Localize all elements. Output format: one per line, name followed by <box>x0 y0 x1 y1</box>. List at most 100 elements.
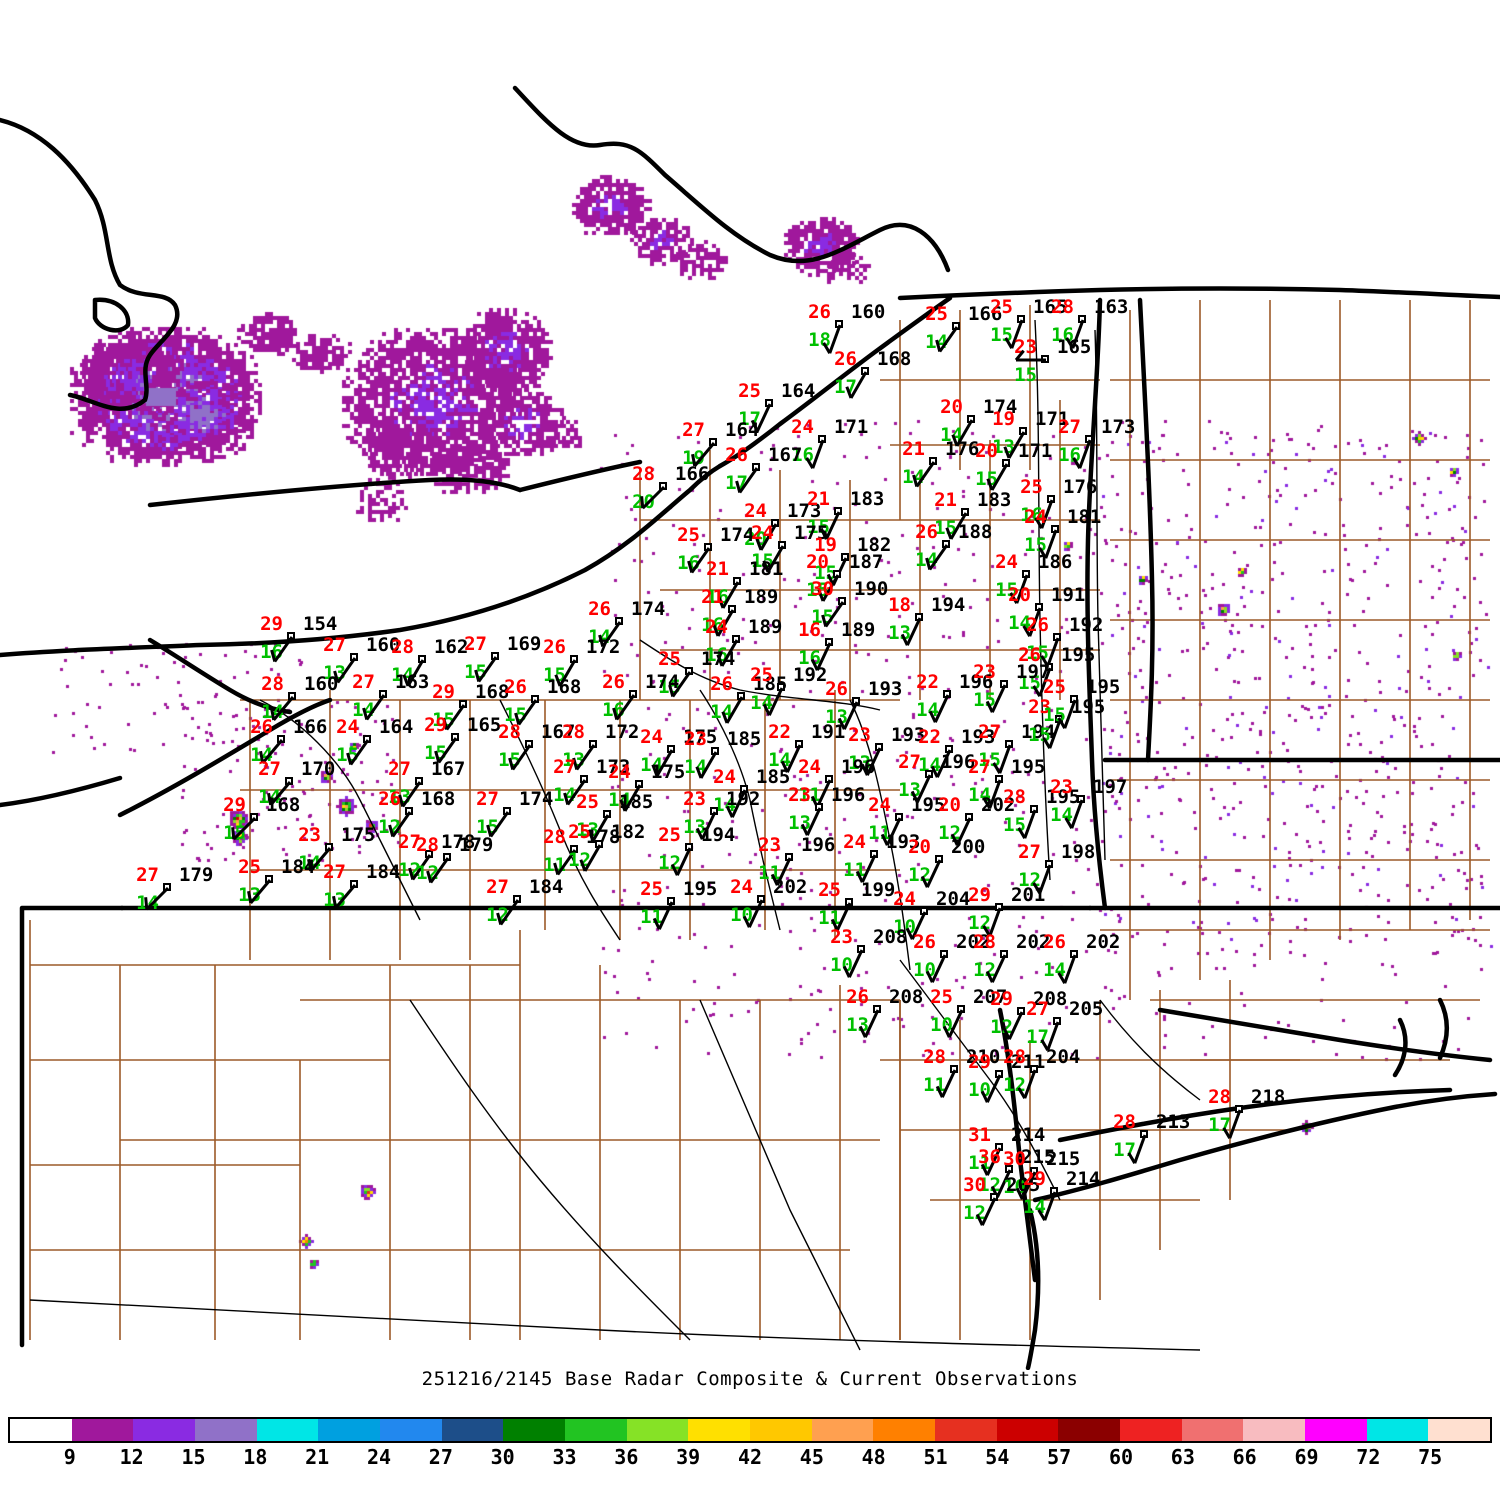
station-dewpoint: 16 <box>706 586 729 608</box>
station-pressure: 182 <box>857 534 892 556</box>
station-pressure: 197 <box>1016 661 1051 683</box>
colorbar-tick-label: 9 <box>63 1445 76 1469</box>
station-pressure: 168 <box>421 788 456 810</box>
wind-barb <box>1003 431 1026 459</box>
station-temperature: 24 <box>744 500 767 522</box>
colorbar-swatch <box>133 1419 196 1441</box>
station-pressure: 196 <box>831 784 866 806</box>
station-pressure: 168 <box>475 681 510 703</box>
colorbar-swatch <box>565 1419 627 1441</box>
station-temperature: 27 <box>968 756 991 778</box>
station-temperature: 26 <box>725 444 748 466</box>
station-pressure: 176 <box>945 438 980 460</box>
wind-barb <box>982 779 1002 809</box>
wind-barb <box>563 779 587 806</box>
wind-barb <box>810 642 832 671</box>
map-area[interactable]: 2618160251416625151652816163261716823151… <box>0 0 1500 1370</box>
station-dewpoint: 15 <box>543 664 566 686</box>
wind-barb <box>270 636 294 663</box>
station-pressure: 190 <box>854 578 889 600</box>
wind-barb <box>992 744 1012 774</box>
wind-barb <box>402 659 425 687</box>
wind-barb <box>619 784 642 812</box>
colorbar-swatch <box>503 1419 566 1441</box>
wind-barb <box>1032 864 1052 894</box>
station-pressure: 195 <box>1071 696 1106 718</box>
station-temperature: 27 <box>1018 841 1041 863</box>
wind-barb <box>750 403 772 432</box>
station-temperature: 21 <box>701 586 724 608</box>
station-pressure: 168 <box>266 794 301 816</box>
station-temperature: 22 <box>768 721 791 743</box>
colorbar-labels: 9 12 15 18 21 24 27 30 33 36 39 42 45 48 51 54 57 60 63 66 6… <box>8 1443 1492 1473</box>
station-pressure: 183 <box>850 488 885 510</box>
colorbar-tick-label: 63 <box>1170 1445 1195 1469</box>
wind-barb <box>742 899 764 928</box>
colorbar-swatch <box>1120 1419 1182 1441</box>
station-pressure: 167 <box>541 721 576 743</box>
wind-barb <box>1040 1021 1060 1051</box>
station-pressure: 173 <box>787 500 822 522</box>
wind-barb <box>1014 349 1046 362</box>
station-dewpoint: 20 <box>744 528 767 550</box>
wind-barb <box>858 1009 880 1038</box>
station-pressure: 194 <box>701 824 736 846</box>
station-pressure: 215 <box>1021 1146 1056 1168</box>
wind-barb <box>612 694 636 721</box>
wind-barb <box>985 684 1007 713</box>
station-temperature: 24 <box>798 756 821 778</box>
wind-barb <box>930 749 952 778</box>
station-temperature: 29 <box>260 613 283 635</box>
station-temperature: 27 <box>352 671 375 693</box>
colorbar-tick-label: 60 <box>1108 1445 1134 1469</box>
station-temperature: 19 <box>992 408 1015 430</box>
station-pressure: 166 <box>293 716 328 738</box>
station-pressure: 174 <box>720 524 755 546</box>
wind-barb <box>721 696 744 724</box>
station-temperature: 26 <box>1026 614 1049 636</box>
wind-barb <box>695 811 717 840</box>
station-temperature: 29 <box>1023 1168 1046 1190</box>
colorbar-tick-label: 42 <box>737 1445 763 1469</box>
wind-barb <box>951 419 974 447</box>
station-temperature: 28 <box>543 826 566 848</box>
wind-barb <box>982 907 1002 937</box>
wind-barb <box>1037 1191 1057 1221</box>
wind-barb <box>1038 529 1058 559</box>
station-temperature: 26 <box>710 673 733 695</box>
wind-barb <box>1032 667 1052 697</box>
wind-barb <box>830 902 852 931</box>
station-pressure: 192 <box>793 664 828 686</box>
colorbar-swatch <box>195 1419 257 1441</box>
station-temperature: 30 <box>963 1174 986 1196</box>
station-temperature: 28 <box>973 931 996 953</box>
station-temperature: 28 <box>1003 786 1026 808</box>
wind-barb <box>572 744 596 771</box>
station-pressure: 184 <box>366 861 401 883</box>
station-pressure: 214 <box>1011 1124 1046 1146</box>
station-temperature: 22 <box>918 726 941 748</box>
station-temperature: 23 <box>683 788 706 810</box>
station-dewpoint: 13 <box>576 819 599 841</box>
wind-barb <box>928 694 950 723</box>
colorbar-swatch <box>873 1419 936 1441</box>
station-temperature: 28 <box>391 636 414 658</box>
colorbar-tick-label: 27 <box>428 1445 453 1469</box>
station-pressure: 195 <box>1061 644 1096 666</box>
station-temperature: 20 <box>975 440 998 462</box>
colorbar-tick-label: 72 <box>1356 1445 1381 1469</box>
colorbar-tick-label: 39 <box>676 1445 701 1469</box>
station-pressure: 193 <box>961 726 996 748</box>
station-pressure: 176 <box>1063 476 1098 498</box>
station-pressure: 208 <box>889 986 924 1008</box>
wind-barb <box>1064 799 1084 829</box>
station-pressure: 205 <box>1006 1174 1041 1196</box>
station-pressure: 174 <box>631 598 666 620</box>
station-temperature: 28 <box>923 1046 946 1068</box>
station-temperature: 24 <box>791 416 814 438</box>
colorbar-tick-label: 69 <box>1294 1445 1319 1469</box>
wind-barb <box>408 854 432 881</box>
wind-barb <box>486 811 510 838</box>
station-temperature: 25 <box>658 824 681 846</box>
station-temperature: 36 <box>978 1146 1001 1168</box>
